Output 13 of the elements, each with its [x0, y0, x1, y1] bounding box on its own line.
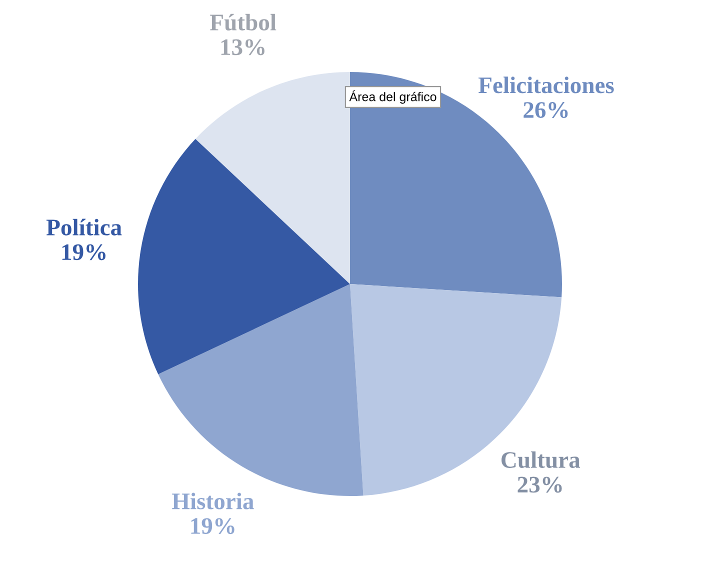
data-label: 26% [524, 102, 568, 118]
slice-label: Cultura [502, 451, 580, 468]
data-label: 13% [221, 39, 264, 56]
data-label: 19% [191, 518, 234, 534]
text: Área del gráfico [349, 90, 436, 104]
slice-label: Felicitaciones [478, 76, 614, 94]
slice-label: Fútbol [210, 14, 276, 31]
slice-label: Política [46, 218, 122, 236]
data-label: 19% [62, 244, 106, 260]
pie-slice [138, 138, 350, 374]
data-label: 23% [518, 476, 562, 493]
pie-slice [195, 72, 350, 284]
slice-label: Historia [172, 492, 254, 510]
